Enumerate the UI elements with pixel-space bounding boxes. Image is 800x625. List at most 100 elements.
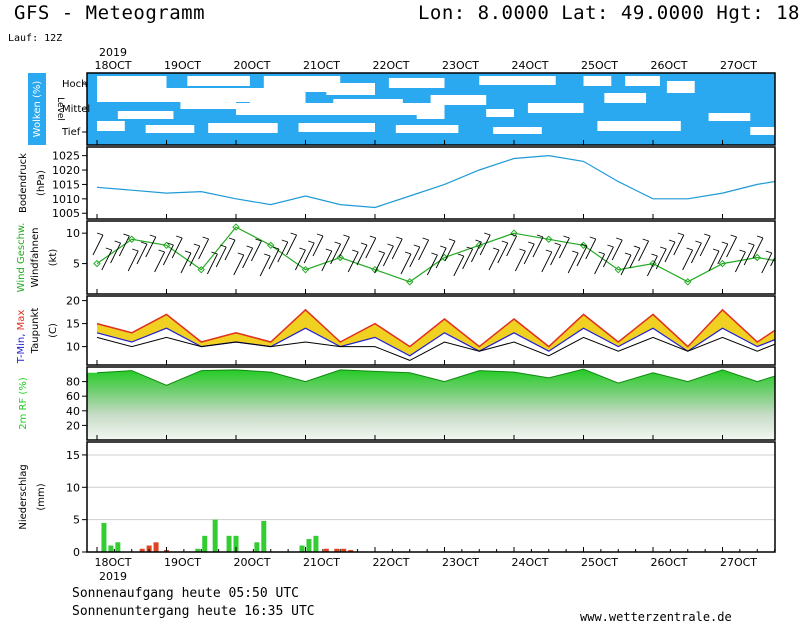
wind-barb: [444, 238, 456, 262]
page-title: GFS - Meteogramm: [14, 2, 206, 24]
humidity-frame: [86, 366, 776, 441]
humidity-tick-label: 20: [66, 419, 80, 432]
wind-speed-point: [579, 241, 588, 250]
precip-bar: [108, 545, 114, 552]
precip-bar: [313, 535, 319, 552]
wind-speed-point: [614, 265, 622, 274]
wind-barb: [277, 239, 289, 263]
cloud-level-axis-title: Level: [55, 97, 65, 121]
wind-speed-point: [336, 253, 344, 262]
wind-barb: [629, 245, 641, 269]
cloud-ylabel-box: [28, 73, 46, 145]
wind-barb: [400, 251, 412, 275]
pressure-tick-label: 1005: [52, 207, 80, 220]
precip-bar: [202, 535, 208, 552]
precip-bar: [334, 548, 340, 552]
cloud-gap: [416, 111, 445, 119]
cloud-gap: [527, 103, 584, 113]
wind-frame: [86, 220, 776, 295]
cloud-gap: [117, 111, 174, 119]
precip-bar: [195, 548, 201, 552]
sunset-text: Sonnenuntergang heute 16:35 UTC: [72, 604, 315, 619]
cloud-gap: [249, 97, 306, 109]
wind-barb: [699, 233, 711, 257]
source-link[interactable]: www.wetterzentrale.de: [580, 610, 732, 624]
precip-bar: [348, 550, 354, 552]
pressure-tick-label: 1010: [52, 193, 80, 206]
wind-barb: [409, 244, 421, 268]
wind-barb: [330, 241, 342, 265]
precip-bar: [153, 542, 159, 552]
wind-barb: [233, 252, 245, 276]
wind-barb: [312, 233, 324, 257]
temperature-frame: [86, 295, 776, 366]
wind-barb: [259, 253, 271, 277]
bottom-date-label: 27OCT: [720, 556, 757, 569]
tmax-line: [96, 308, 775, 348]
wind-barb: [682, 247, 694, 271]
cloud-gap: [97, 76, 167, 88]
wind-barb: [594, 251, 606, 275]
wind-barb: [497, 240, 509, 264]
panel-frames: [82, 72, 776, 553]
precip-bar: [115, 542, 121, 552]
precip-tick-label: 5: [73, 514, 80, 527]
wind-barb: [435, 245, 447, 269]
top-date-label: 21OCT: [303, 59, 340, 72]
cloud-gap: [180, 95, 236, 109]
bottom-date-label: 23OCT: [442, 556, 479, 569]
wind-barb: [180, 250, 192, 274]
top-date-label: 19OCT: [164, 59, 201, 72]
wind-barb: [215, 244, 227, 268]
wind-barb: [171, 235, 183, 259]
wind-speed-point: [371, 265, 379, 274]
pressure-tick-label: 1025: [52, 150, 80, 163]
wind-barb: [664, 239, 676, 263]
wind-barb: [558, 235, 570, 259]
top-date-label: 26OCT: [650, 59, 687, 72]
cloud-ylabel: Wolken (%): [32, 81, 43, 138]
cloud-gap: [604, 93, 647, 103]
wind-tick-label: 10: [66, 227, 80, 240]
cloud-gap: [597, 121, 681, 131]
humidity-tick-label: 60: [66, 390, 80, 403]
cloud-gap: [388, 78, 445, 88]
wind-barb: [118, 233, 130, 257]
wind-barb: [708, 248, 720, 272]
humidity-tick-label: 40: [66, 405, 80, 418]
bottom-date-label: 20OCT: [233, 556, 270, 569]
wind-barb: [462, 246, 474, 270]
bottom-date-label: 18OCT: [94, 556, 131, 569]
top-date-label: 22OCT: [372, 59, 409, 72]
wind-barb: [374, 250, 386, 274]
wind-barb: [154, 249, 166, 273]
wind-speed-point: [545, 235, 553, 243]
precip-tick-label: 10: [66, 481, 80, 494]
wind-barb: [761, 250, 773, 274]
wind-barb: [391, 236, 403, 260]
wind-barb: [224, 237, 236, 261]
pressure-frame: [86, 146, 776, 220]
wind-barb: [479, 232, 491, 256]
precip-unit: (mm): [36, 483, 47, 510]
top-date-label: 23OCT: [442, 59, 479, 72]
cloud-gap: [208, 123, 278, 133]
bottom-date-label: 26OCT: [650, 556, 687, 569]
wind-ylabel: Wind Geschw.: [16, 223, 27, 293]
wind-barb: [506, 233, 518, 257]
wind-speed-point: [789, 261, 795, 267]
precip-bar: [323, 548, 329, 552]
temperature-tick-label: 10: [66, 341, 80, 354]
wind-barb: [470, 239, 482, 263]
wind-barb: [92, 232, 104, 256]
wind-barb: [365, 235, 377, 259]
wind-speed-point: [753, 253, 761, 262]
wind-barb: [734, 249, 746, 273]
dewpoint-line: [96, 336, 775, 361]
top-date-label: 18OCT: [94, 59, 131, 72]
pressure-ylabel: Bodendruck: [18, 153, 29, 213]
wind-barb: [717, 241, 729, 265]
tmin-label: T-Min,: [16, 330, 27, 364]
cloud-gap: [298, 123, 375, 132]
dewpoint-label: Taupunkt: [30, 308, 41, 355]
